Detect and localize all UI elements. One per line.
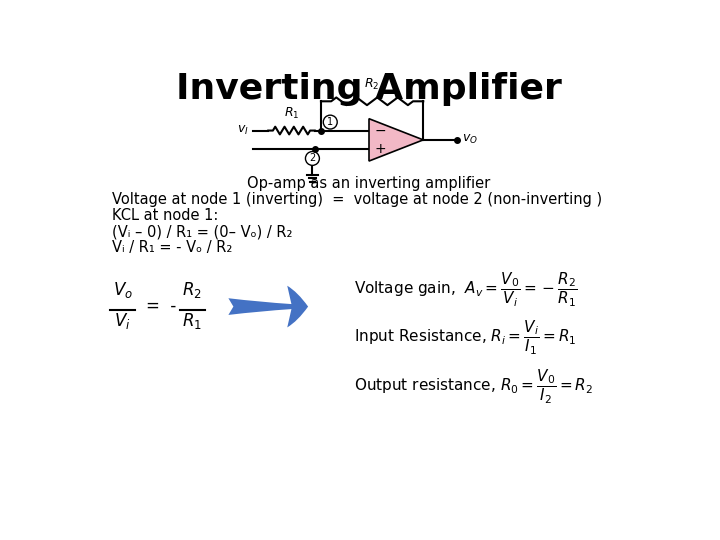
Text: 2: 2 [310, 153, 315, 164]
Text: Input Resistance, $R_i = \dfrac{V_i}{I_1} = R_1$: Input Resistance, $R_i = \dfrac{V_i}{I_1… [354, 319, 576, 357]
Circle shape [323, 115, 337, 129]
Text: +: + [374, 142, 386, 156]
Text: Inverting Amplifier: Inverting Amplifier [176, 72, 562, 106]
Text: $V_i$: $V_i$ [114, 311, 131, 331]
Text: =  -: = - [145, 297, 176, 315]
Polygon shape [369, 119, 423, 161]
Text: $V_o$: $V_o$ [112, 280, 132, 300]
Text: −: − [374, 124, 386, 138]
Text: Voltage at node 1 (inverting)  =  voltage at node 2 (non-inverting ): Voltage at node 1 (inverting) = voltage … [112, 192, 602, 207]
Text: $R_1$: $R_1$ [284, 106, 300, 122]
Text: $R_2$: $R_2$ [364, 77, 379, 92]
Text: $v_O$: $v_O$ [462, 133, 478, 146]
Text: KCL at node 1:: KCL at node 1: [112, 208, 218, 223]
Text: $R_1$: $R_1$ [182, 311, 202, 331]
Text: Voltage gain,  $A_v = \dfrac{V_0}{V_i} = -\dfrac{R_2}{R_1}$: Voltage gain, $A_v = \dfrac{V_0}{V_i} = … [354, 271, 577, 309]
Circle shape [305, 152, 320, 165]
Text: Output resistance, $R_0 = \dfrac{V_0}{I_2} = R_2$: Output resistance, $R_0 = \dfrac{V_0}{I_… [354, 368, 593, 406]
Text: Vᵢ / R₁ = - Vₒ / R₂: Vᵢ / R₁ = - Vₒ / R₂ [112, 240, 232, 255]
Text: (Vᵢ – 0) / R₁ = (0– Vₒ) / R₂: (Vᵢ – 0) / R₁ = (0– Vₒ) / R₂ [112, 224, 292, 239]
Text: 1: 1 [327, 117, 333, 127]
Text: $v_I$: $v_I$ [237, 124, 249, 137]
Text: $R_2$: $R_2$ [182, 280, 202, 300]
Text: Op-amp as an inverting amplifier: Op-amp as an inverting amplifier [248, 176, 490, 191]
